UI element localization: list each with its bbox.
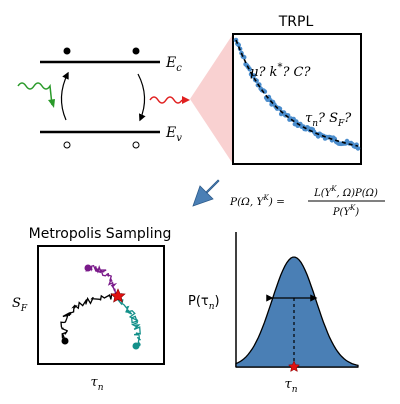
posterior-y-label: P(τn) — [188, 294, 220, 312]
posterior-panel: P(τn) τn — [188, 232, 359, 395]
bayes-lhs: P(Ω, YK) = — [229, 194, 285, 208]
chain-teal — [116, 293, 142, 347]
band-diagram: Ec Ev — [17, 47, 190, 149]
electron-right — [132, 47, 140, 55]
emission-photon — [149, 96, 183, 104]
excitation-photon — [17, 82, 53, 106]
trpl-data-point — [236, 42, 241, 48]
emission-photon-head — [182, 96, 190, 104]
trpl-title: TRPL — [278, 14, 314, 30]
trpl-panel: TRPL μ? k*? C? τn? SF? — [232, 14, 362, 165]
posterior-x-label: τn — [285, 377, 298, 395]
hole-right — [132, 141, 140, 149]
trpl-data-point — [355, 146, 361, 151]
electron-left — [63, 47, 71, 55]
posterior-mean-star — [287, 360, 301, 373]
bayes-numerator: L(YK, Ω)P(Ω) — [313, 185, 378, 199]
posterior-curve — [235, 256, 359, 368]
hole-left — [63, 141, 71, 149]
chain-start-black — [61, 337, 69, 345]
chain-black — [60, 292, 119, 343]
sampling-title: Metropolis Sampling — [29, 226, 172, 242]
valence-band-label: Ev — [165, 125, 182, 144]
trpl-data-point — [277, 106, 283, 111]
trpl-params-top: μ? k*? C? — [250, 62, 311, 80]
measurement-cone — [190, 34, 233, 164]
chain-purple — [85, 264, 119, 297]
sampling-x-label: τn — [91, 375, 104, 393]
sampling-frame — [37, 245, 165, 365]
sampling-optimum-star — [110, 288, 126, 303]
excitation-arrow — [60, 71, 69, 121]
sampling-y-label: SF — [12, 296, 28, 314]
bayes-denominator: P(YK) — [332, 204, 359, 218]
recombination-arrow — [137, 73, 146, 122]
flow-arrow — [192, 179, 220, 207]
excitation-photon-head — [48, 99, 55, 108]
trpl-fit-curve — [235, 39, 359, 147]
bayes-rule: P(Ω, YK) = L(YK, Ω)P(Ω) P(YK) — [192, 179, 385, 218]
chain-start-teal — [132, 342, 140, 350]
sampling-panel: Metropolis Sampling SF τn — [12, 226, 171, 393]
chain-start-purple — [84, 264, 92, 272]
conduction-band-label: Ec — [165, 55, 182, 74]
trpl-params-bottom: τn? SF? — [305, 111, 352, 129]
